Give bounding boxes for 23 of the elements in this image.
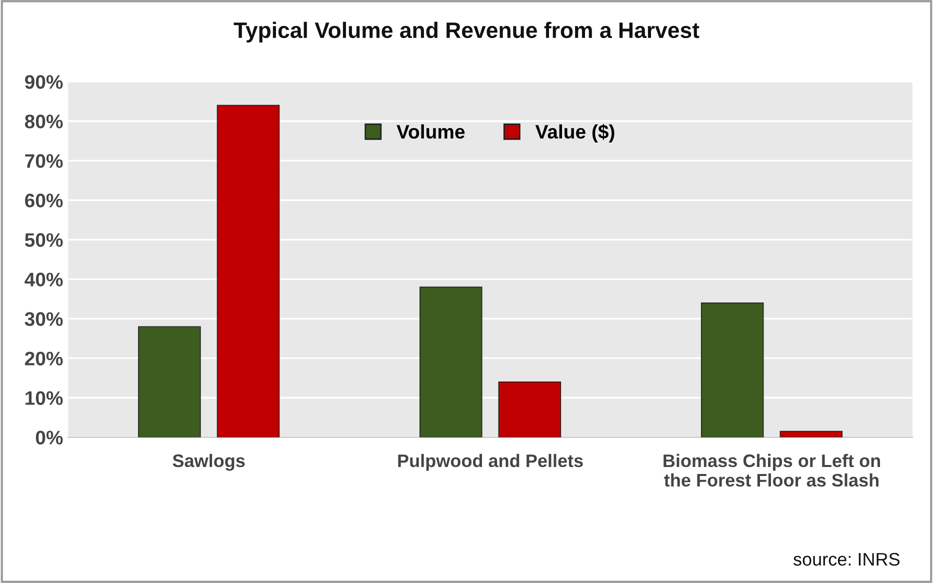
legend-label: Value ($)	[535, 124, 614, 142]
x-tick-label: Biomass Chips or Left on the Forest Floor as Slash	[664, 454, 880, 487]
x-tick-label: Sawlogs	[172, 454, 245, 471]
legend-label: Volume	[396, 124, 465, 139]
chart-title: Typical Volume and Revenue from a Harvest	[234, 22, 700, 43]
x-tick-label: Pulpwood and Pellets	[398, 454, 583, 471]
source-note: source: INRS	[793, 552, 900, 566]
y-tick-label: 20%	[25, 352, 63, 366]
bar	[138, 326, 201, 438]
bar	[420, 286, 482, 438]
y-tick-label: 90%	[25, 75, 63, 89]
y-tick-label: 80%	[24, 114, 63, 128]
bar	[216, 104, 280, 438]
y-tick-label: 40%	[24, 272, 63, 286]
y-tick-label: 30%	[24, 312, 63, 326]
bar	[780, 430, 843, 438]
y-tick-label: 50%	[24, 233, 63, 247]
y-tick-label: 60%	[25, 194, 63, 208]
y-tick-label: 10%	[26, 391, 63, 405]
bar	[700, 302, 764, 438]
y-tick-label: 0%	[36, 430, 63, 444]
bar	[498, 382, 562, 438]
y-tick-label: 70%	[25, 154, 63, 168]
